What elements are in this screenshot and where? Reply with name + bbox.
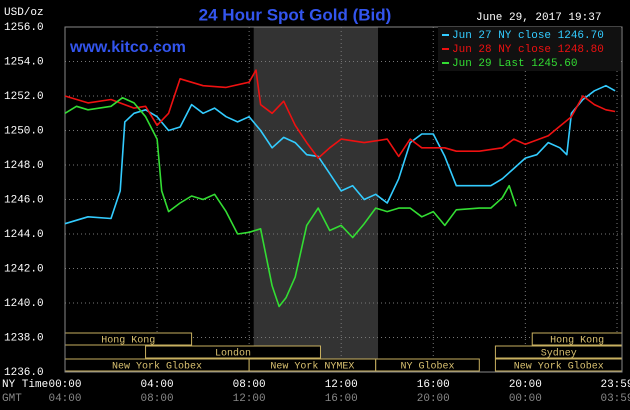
x2-tick-label: 04:00: [48, 393, 81, 405]
x-tick-label: 20:00: [509, 379, 542, 391]
legend-entry: Jun 29 Last 1245.60: [452, 58, 577, 70]
legend-entry: Jun 27 NY close 1246.70: [452, 30, 604, 42]
legend-box: [438, 27, 621, 71]
x-tick-label: 04:00: [141, 379, 174, 391]
session-label: Sydney: [541, 348, 577, 360]
plot-frame: [64, 26, 623, 373]
session-label: New York Globex: [112, 361, 202, 373]
series-line: [64, 69, 616, 159]
series-line: [64, 84, 616, 225]
session-label: Hong Kong: [550, 336, 604, 347]
legend-entry: Jun 28 NY close 1248.80: [452, 44, 604, 56]
session-bar: [375, 358, 480, 372]
x-axis-label: NY Time: [2, 379, 48, 391]
session-bar: [145, 345, 321, 359]
x-tick-label: 16:00: [417, 379, 450, 391]
session-label: NY Globex: [401, 361, 455, 373]
x2-tick-label: 12:00: [233, 393, 266, 405]
x-tick-label: 08:00: [233, 379, 266, 391]
y-tick-label: 1250.0: [4, 125, 44, 137]
x-tick-label: 23:59: [600, 379, 630, 391]
source: www.kitco.com: [69, 39, 186, 56]
y-tick-label: 1244.0: [4, 229, 44, 241]
x2-axis-label: GMT: [2, 393, 22, 405]
y-tick-label: 1256.0: [4, 22, 44, 34]
y-tick-label: 1242.0: [4, 263, 44, 275]
session-label: New York NYMEX: [270, 361, 354, 373]
y-tick-label: 1236.0: [4, 367, 44, 379]
session-label: New York Globex: [514, 361, 604, 373]
x2-tick-label: 16:00: [325, 393, 358, 405]
y-tick-label: 1254.0: [4, 56, 44, 68]
x2-tick-label: 20:00: [417, 393, 450, 405]
x-tick-label: 12:00: [325, 379, 358, 391]
y-tick-label: 1238.0: [4, 332, 44, 344]
series-line: [64, 96, 517, 308]
y-axis-label: USD/oz: [4, 7, 44, 19]
x2-tick-label: 08:00: [141, 393, 174, 405]
chart-title: 24 Hour Spot Gold (Bid): [199, 5, 392, 24]
x2-tick-label: 03:59: [600, 393, 630, 405]
y-tick-label: 1248.0: [4, 160, 44, 172]
y-tick-label: 1252.0: [4, 91, 44, 103]
session-label: London: [215, 348, 251, 360]
shade-region: [253, 27, 379, 372]
session-label: Hong Kong: [101, 336, 155, 347]
x2-tick-label: 00:00: [509, 393, 542, 405]
y-tick-label: 1240.0: [4, 298, 44, 310]
timestamp: June 29, 2017 19:37: [476, 12, 601, 24]
y-tick-label: 1246.0: [4, 194, 44, 206]
x-tick-label: 00:00: [48, 379, 81, 391]
